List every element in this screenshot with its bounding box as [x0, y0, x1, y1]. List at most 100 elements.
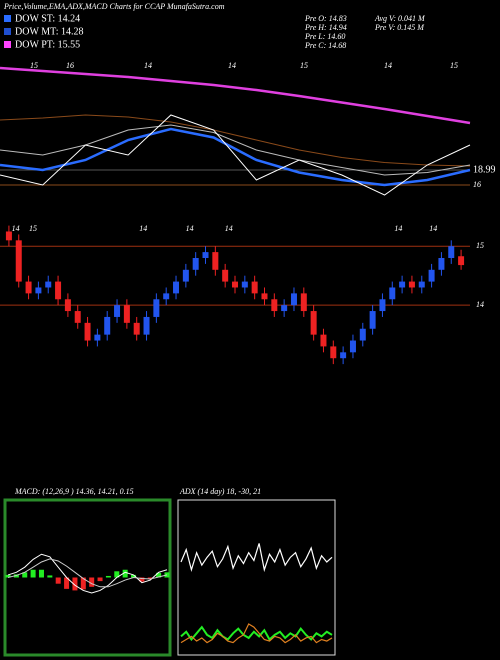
- x-label: 16: [66, 61, 74, 70]
- series-line: [0, 114, 471, 167]
- x-label: 15: [450, 61, 458, 70]
- series-line: [0, 127, 471, 187]
- stat: Pre C: 14.68: [304, 41, 346, 50]
- candle-body: [222, 269, 229, 282]
- candle-body: [281, 305, 288, 312]
- panel-title: MACD: (12,26,9 ) 14.36, 14.21, 0.15: [14, 487, 134, 496]
- candle-body: [330, 346, 337, 359]
- stat: Pre V: 0.145 M: [374, 23, 425, 32]
- x-label: 14: [12, 224, 20, 233]
- histogram-bar: [5, 574, 11, 578]
- panel-frame: [177, 499, 336, 656]
- x-label: 14: [394, 224, 402, 233]
- candle-body: [74, 311, 81, 323]
- x-label: 14: [429, 224, 437, 233]
- candle-body: [389, 287, 396, 300]
- legend-swatch: [4, 28, 11, 35]
- histogram-bar: [47, 575, 53, 578]
- candle-body: [202, 252, 209, 259]
- x-label: 14: [384, 61, 392, 70]
- reference-label: 18.99: [473, 164, 496, 175]
- candle-body: [448, 246, 455, 259]
- candle-body: [310, 311, 317, 335]
- x-label: 15: [300, 61, 308, 70]
- stat: Avg V: 0.041 M: [374, 14, 426, 23]
- histogram-bar: [105, 575, 111, 578]
- histogram-bar: [13, 574, 19, 578]
- candle-body: [192, 258, 199, 270]
- candle-body: [64, 299, 71, 312]
- reference-label: 16: [473, 180, 481, 189]
- series-line: [180, 625, 333, 642]
- candle-body: [35, 287, 42, 294]
- histogram-bar: [64, 577, 70, 589]
- histogram-bar: [80, 577, 86, 590]
- candle-body: [5, 231, 12, 241]
- candle-body: [153, 299, 160, 317]
- candle-body: [212, 252, 219, 270]
- legend-label: DOW ST: 14.24: [15, 13, 80, 24]
- candle-body: [114, 305, 121, 317]
- histogram-bar: [72, 577, 78, 591]
- stat: Pre L: 14.60: [304, 32, 345, 41]
- series-line: [180, 543, 333, 573]
- candle-body: [251, 281, 258, 294]
- candle-body: [25, 281, 32, 294]
- histogram-bar: [89, 577, 95, 587]
- candle-body: [349, 340, 356, 353]
- candle-body: [94, 334, 101, 341]
- candle-body: [271, 299, 278, 312]
- histogram-bar: [156, 572, 162, 578]
- histogram-bar: [147, 577, 153, 579]
- candle-body: [290, 293, 297, 306]
- x-label: 14: [186, 224, 194, 233]
- series-line: [0, 124, 471, 176]
- histogram-bar: [122, 569, 128, 578]
- series-line: [7, 558, 168, 588]
- histogram-bar: [30, 569, 36, 578]
- y-tick-label: 15: [476, 241, 484, 250]
- series-line: [180, 623, 333, 644]
- candle-body: [359, 328, 366, 341]
- candle-body: [45, 281, 52, 288]
- candle-body: [133, 322, 140, 335]
- x-label: 15: [30, 61, 38, 70]
- candle-body: [84, 322, 91, 341]
- stat: Pre H: 14.94: [304, 23, 347, 32]
- legend-label: DOW MT: 14.28: [15, 26, 83, 37]
- histogram-bar: [139, 577, 145, 582]
- histogram-bar: [131, 574, 137, 578]
- candle-body: [232, 281, 238, 288]
- x-label: 14: [228, 61, 236, 70]
- chart-title: Price,Volume,EMA,ADX,MACD Charts for CCA…: [3, 2, 225, 11]
- x-label: 14: [144, 61, 152, 70]
- candle-body: [123, 305, 130, 323]
- candle-body: [163, 293, 170, 300]
- candle-body: [399, 281, 406, 288]
- series-line: [7, 553, 168, 594]
- x-label: 14: [225, 224, 233, 233]
- legend-label: DOW PT: 15.55: [15, 39, 80, 50]
- histogram-bar: [164, 572, 170, 578]
- histogram-bar: [38, 569, 44, 578]
- candle-body: [104, 316, 111, 335]
- panel-title: ADX (14 day) 18, -30, 21: [179, 487, 261, 496]
- candle-body: [261, 293, 268, 300]
- stat: Pre O: 14.83: [304, 14, 347, 23]
- candle-body: [143, 316, 150, 335]
- histogram-bar: [97, 577, 103, 582]
- legend-swatch: [4, 41, 11, 48]
- series-line: [0, 114, 471, 196]
- histogram-bar: [114, 571, 120, 578]
- histogram-bar: [22, 572, 28, 578]
- candle-body: [241, 281, 248, 288]
- x-label: 15: [29, 224, 37, 233]
- candle-body: [300, 293, 307, 312]
- candle-body: [428, 269, 435, 282]
- candle-body: [408, 281, 415, 288]
- y-tick-label: 14: [476, 300, 484, 309]
- candle-body: [320, 334, 327, 347]
- candle-body: [438, 258, 445, 270]
